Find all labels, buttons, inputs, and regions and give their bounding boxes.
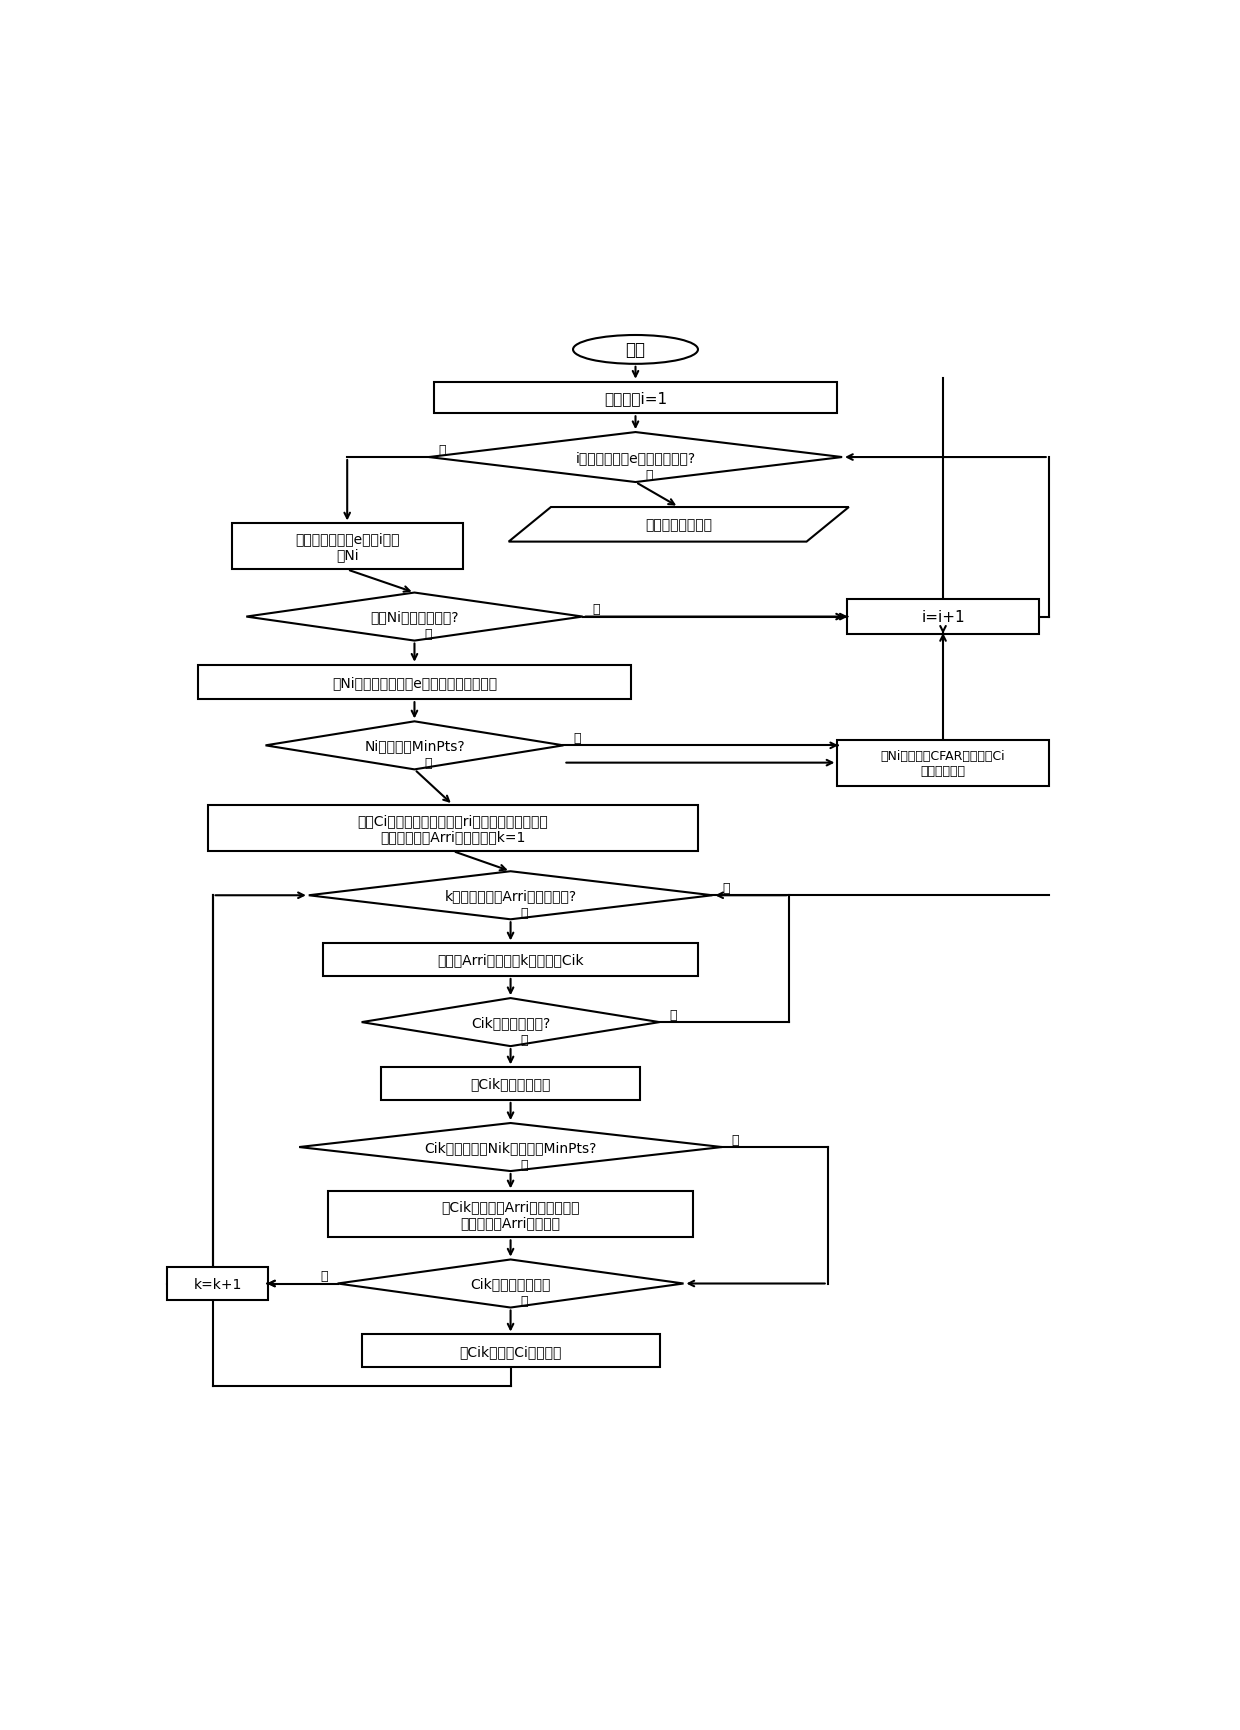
Text: 否: 否 bbox=[732, 1133, 739, 1147]
Polygon shape bbox=[247, 593, 583, 642]
Text: 是: 是 bbox=[670, 1009, 677, 1021]
Text: 否: 否 bbox=[573, 732, 580, 744]
Polygon shape bbox=[362, 998, 660, 1047]
Text: Cik是否还未分类？: Cik是否还未分类？ bbox=[470, 1277, 551, 1291]
Bar bbox=[198, 666, 631, 701]
Text: i=i+1: i=i+1 bbox=[921, 609, 965, 625]
Text: Cik的邻居点数Nik是否大于MinPts?: Cik的邻居点数Nik是否大于MinPts? bbox=[424, 1140, 596, 1154]
Polygon shape bbox=[299, 1123, 722, 1171]
Text: 数值Ni是否被访问过?: 数值Ni是否被访问过? bbox=[371, 611, 459, 625]
Text: 开始: 开始 bbox=[625, 341, 646, 360]
Polygon shape bbox=[265, 721, 563, 770]
Text: Ni是否大于MinPts?: Ni是否大于MinPts? bbox=[365, 739, 465, 753]
Bar bbox=[847, 600, 1039, 635]
Bar bbox=[324, 945, 698, 976]
Text: 否: 否 bbox=[521, 907, 528, 920]
Ellipse shape bbox=[573, 336, 698, 365]
Polygon shape bbox=[337, 1259, 683, 1308]
Text: 否: 否 bbox=[521, 1033, 528, 1047]
Text: 将Cik归为和Ci同一类别: 将Cik归为和Ci同一类别 bbox=[459, 1344, 562, 1358]
Bar bbox=[837, 740, 1049, 785]
Text: 是: 是 bbox=[722, 882, 729, 894]
Text: 将Ni所对应的CFAR检测点迹Ci
设置为噪声点: 将Ni所对应的CFAR检测点迹Ci 设置为噪声点 bbox=[880, 749, 1006, 777]
Text: 将Cik设为已访问过: 将Cik设为已访问过 bbox=[470, 1078, 551, 1092]
Text: k=k+1: k=k+1 bbox=[193, 1277, 242, 1291]
Text: 否: 否 bbox=[439, 443, 446, 457]
Text: 记Ni为在邻居数数组e中已被访问过的数值: 记Ni为在邻居数数组e中已被访问过的数值 bbox=[332, 675, 497, 690]
Text: 输出聚类完的数据: 输出聚类完的数据 bbox=[645, 517, 712, 533]
Bar bbox=[381, 1067, 640, 1100]
Text: Cik是否被访问过?: Cik是否被访问过? bbox=[471, 1016, 551, 1029]
Bar bbox=[327, 1192, 693, 1237]
Bar bbox=[208, 806, 698, 851]
Text: 获取邻居数数组e中第i个数
值Ni: 获取邻居数数组e中第i个数 值Ni bbox=[295, 533, 399, 562]
Text: k是否大于数组Arri的元素个数?: k是否大于数组Arri的元素个数? bbox=[444, 889, 577, 903]
Text: 是: 是 bbox=[424, 756, 432, 770]
Text: 否: 否 bbox=[320, 1270, 327, 1282]
Polygon shape bbox=[309, 872, 712, 920]
Bar bbox=[232, 524, 463, 571]
Bar bbox=[434, 382, 837, 413]
Text: 是: 是 bbox=[593, 604, 600, 616]
Text: 从数组Arri中取出第k个数据点Cik: 从数组Arri中取出第k个数据点Cik bbox=[438, 953, 584, 967]
Text: 是: 是 bbox=[521, 1294, 528, 1308]
Bar bbox=[362, 1334, 660, 1367]
Bar bbox=[167, 1268, 268, 1299]
Text: i是否大于数组e中元素的个数?: i是否大于数组e中元素的个数? bbox=[575, 452, 696, 465]
Text: 设置变量i=1: 设置变量i=1 bbox=[604, 391, 667, 407]
Text: 将Cik不在数组Arri中的所有邻居
点依次加到Arri内的末尾: 将Cik不在数组Arri中的所有邻居 点依次加到Arri内的末尾 bbox=[441, 1199, 580, 1230]
Text: 否: 否 bbox=[424, 628, 432, 642]
Text: 是: 是 bbox=[645, 469, 652, 481]
Polygon shape bbox=[429, 432, 842, 483]
Text: 是: 是 bbox=[521, 1157, 528, 1171]
Polygon shape bbox=[508, 507, 849, 541]
Text: 利用Ci在修正后的邻域距离ri范围内的所有邻居数
据点构成数组Arri，并令变量k=1: 利用Ci在修正后的邻域距离ri范围内的所有邻居数 据点构成数组Arri，并令变量… bbox=[357, 813, 548, 844]
